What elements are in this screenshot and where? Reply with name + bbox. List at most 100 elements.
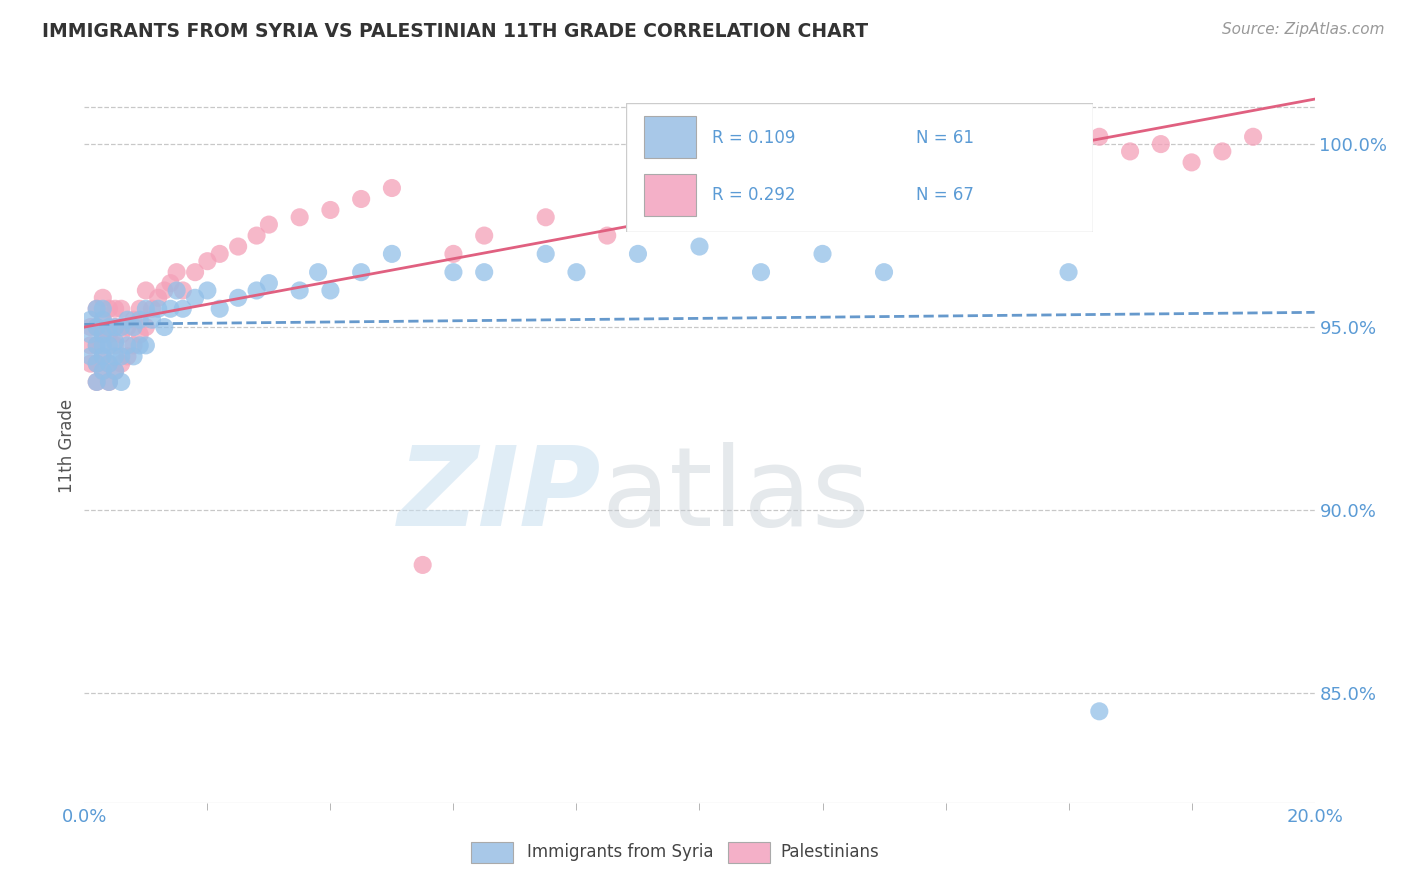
Point xyxy=(117,338,139,352)
Point xyxy=(472,265,495,279)
Point xyxy=(117,320,139,334)
Point xyxy=(86,375,108,389)
Point xyxy=(443,247,465,261)
Point xyxy=(627,181,650,195)
Point xyxy=(472,228,495,243)
Point xyxy=(141,301,163,316)
Point xyxy=(128,338,150,352)
Point xyxy=(91,338,114,352)
Point xyxy=(246,284,269,298)
Point xyxy=(1181,155,1204,169)
Point xyxy=(534,247,557,261)
Point xyxy=(443,265,465,279)
Point xyxy=(128,301,150,316)
Point xyxy=(811,247,834,261)
Point xyxy=(208,301,231,316)
Point xyxy=(79,327,101,342)
Point xyxy=(1088,129,1111,144)
Text: Palestinians: Palestinians xyxy=(780,843,879,861)
Point xyxy=(148,301,170,316)
Point xyxy=(226,239,249,253)
Point xyxy=(91,312,114,326)
Point xyxy=(91,349,114,363)
Point xyxy=(86,320,108,334)
Point xyxy=(86,320,108,334)
Point xyxy=(91,364,114,378)
Text: atlas: atlas xyxy=(602,442,869,549)
Point xyxy=(104,338,127,352)
Point xyxy=(98,357,121,371)
Point xyxy=(104,334,127,349)
Point xyxy=(91,349,114,363)
Point xyxy=(86,375,108,389)
Point xyxy=(110,327,132,342)
Point xyxy=(104,364,127,378)
Point xyxy=(117,312,139,326)
Point xyxy=(98,357,121,371)
Point xyxy=(122,338,145,352)
Point xyxy=(350,192,373,206)
Point xyxy=(197,254,219,268)
Point xyxy=(319,202,342,217)
Point xyxy=(288,211,311,225)
Point xyxy=(79,338,101,352)
Point xyxy=(110,357,132,371)
Point xyxy=(1088,704,1111,718)
Point xyxy=(110,301,132,316)
Point xyxy=(110,320,132,334)
Point xyxy=(122,349,145,363)
Point xyxy=(153,284,176,298)
Point xyxy=(98,338,121,352)
Point xyxy=(91,364,114,378)
Point xyxy=(935,137,957,152)
Point xyxy=(412,558,434,572)
Point xyxy=(172,301,194,316)
Point xyxy=(381,181,404,195)
Point xyxy=(166,265,188,279)
Point xyxy=(117,349,139,363)
Point xyxy=(135,320,157,334)
Point xyxy=(86,338,108,352)
Point xyxy=(98,375,121,389)
Point xyxy=(141,312,163,326)
Point xyxy=(98,327,121,342)
Point xyxy=(104,364,127,378)
Point xyxy=(166,284,188,298)
Point xyxy=(1241,129,1264,144)
Text: Source: ZipAtlas.com: Source: ZipAtlas.com xyxy=(1222,22,1385,37)
Point xyxy=(91,327,114,342)
Point xyxy=(86,301,108,316)
Point xyxy=(596,228,619,243)
Point xyxy=(811,155,834,169)
Point xyxy=(86,338,108,352)
Point xyxy=(135,284,157,298)
Point xyxy=(159,276,181,290)
Point xyxy=(104,320,127,334)
Point xyxy=(79,349,101,363)
Point xyxy=(627,247,650,261)
Point xyxy=(110,349,132,363)
Point xyxy=(104,320,127,334)
Point xyxy=(122,320,145,334)
Point xyxy=(1119,145,1142,159)
Point xyxy=(208,247,231,261)
Point xyxy=(873,265,896,279)
Point xyxy=(128,312,150,326)
Point xyxy=(689,174,711,188)
Point xyxy=(873,145,896,159)
Point xyxy=(749,265,772,279)
Point xyxy=(98,320,121,334)
Point xyxy=(534,211,557,225)
Point xyxy=(1150,137,1173,152)
Point xyxy=(307,265,329,279)
Point xyxy=(86,357,108,371)
Point xyxy=(104,349,127,363)
Point xyxy=(995,155,1018,169)
Point xyxy=(148,291,170,305)
Point xyxy=(79,320,101,334)
Point xyxy=(153,320,176,334)
Point xyxy=(91,327,114,342)
Point xyxy=(197,284,219,298)
Point xyxy=(184,265,207,279)
Point xyxy=(749,166,772,180)
